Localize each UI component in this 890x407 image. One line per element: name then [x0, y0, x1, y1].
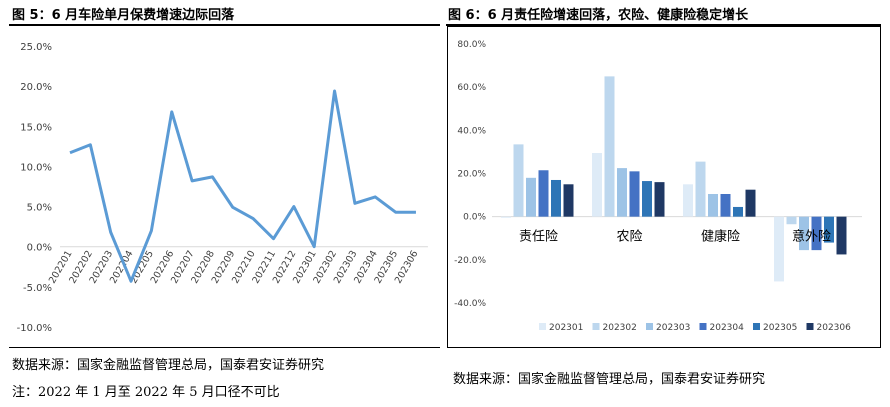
right-ytick-label: 40.0%	[457, 126, 486, 136]
right-ytick-label: 80.0%	[457, 40, 486, 50]
legend-swatch	[592, 323, 600, 330]
legend-swatch	[806, 323, 814, 330]
left-ytick-label: 20.0%	[20, 82, 52, 93]
bar-202301	[501, 216, 511, 218]
legend-label: 202304	[710, 323, 745, 333]
right-ytick-label: 20.0%	[457, 170, 486, 180]
right-ytick-label: -20.0%	[454, 256, 486, 266]
bar-202302	[513, 144, 524, 217]
bar-202306	[654, 182, 665, 217]
bar-202304	[720, 194, 731, 217]
left-chart-title: 图 5：6 月车险单月保费增速边际回落	[12, 8, 235, 23]
bar-202302	[695, 161, 706, 217]
bar-202304	[629, 171, 640, 217]
left-title-rule	[9, 24, 440, 26]
left-ytick-label: -10.0%	[17, 323, 52, 334]
bar-202306	[836, 216, 847, 255]
left-line-chart: -10.0%-5.0%0.0%5.0%10.0%15.0%20.0%25.0% …	[17, 42, 428, 334]
category-label: 农险	[616, 230, 642, 245]
bar-202306	[745, 189, 756, 217]
left-series-line	[69, 89, 416, 283]
bar-202305	[824, 216, 834, 243]
right-ytick-label: 0.0%	[463, 213, 486, 223]
left-bottom-rule	[9, 347, 440, 348]
left-ytick-label: 5.0%	[27, 203, 52, 214]
bar-202305	[733, 206, 743, 217]
category-label: 健康险	[701, 229, 740, 245]
right-source-note: 数据来源：国家金融监督管理总局，国泰君安证券研究	[453, 372, 766, 387]
legend-label: 202301	[549, 323, 583, 333]
bar-202301	[683, 184, 693, 217]
right-ytick-label: 60.0%	[457, 83, 486, 93]
left-ytick-label: 15.0%	[20, 122, 52, 133]
bar-202301	[774, 216, 784, 282]
bar-202301	[592, 152, 602, 217]
legend-label: 202303	[656, 323, 690, 333]
category-label: 意外险	[792, 229, 831, 245]
bar-202303	[799, 216, 809, 251]
bar-202303	[526, 177, 536, 217]
left-source-note: 数据来源：国家金融监督管理总局，国泰君安证券研究	[12, 358, 325, 373]
legend-swatch	[539, 323, 546, 330]
right-chart-frame	[447, 26, 881, 348]
left-ytick-label: 0.0%	[27, 243, 52, 254]
left-ytick-label: 10.0%	[20, 162, 52, 173]
legend-swatch	[699, 323, 707, 330]
legend-swatch	[753, 323, 760, 330]
legend-swatch	[646, 323, 653, 330]
legend-label: 202302	[603, 323, 637, 333]
right-bar-chart: -40.0% -20.0% 0.0% 20.0% 40.0% 60.0% 80.0% 责任险…	[454, 40, 862, 333]
left-ytick-label: -5.0%	[23, 283, 52, 294]
bar-202305	[642, 181, 652, 217]
bar-202304	[538, 170, 549, 217]
right-chart-title: 图 6：6 月责任险增速回落，农险、健康险稳定增长	[448, 8, 749, 23]
bar-202302	[786, 216, 797, 225]
left-ytick-label: 25.0%	[20, 42, 52, 53]
bar-202303	[617, 168, 627, 217]
legend-label: 202305	[763, 323, 797, 333]
bar-202305	[551, 179, 561, 217]
category-label: 责任险	[519, 230, 558, 245]
right-ytick-label: -40.0%	[454, 299, 486, 309]
legend-label: 202306	[817, 323, 852, 333]
bar-202302	[604, 76, 615, 217]
left-footnote: 注：2022 年 1 月至 2022 年 5 月口径不可比	[12, 385, 280, 400]
bar-202304	[811, 216, 822, 251]
right-title-rule	[446, 24, 881, 26]
bar-202303	[708, 194, 718, 217]
bar-202306	[563, 184, 574, 217]
